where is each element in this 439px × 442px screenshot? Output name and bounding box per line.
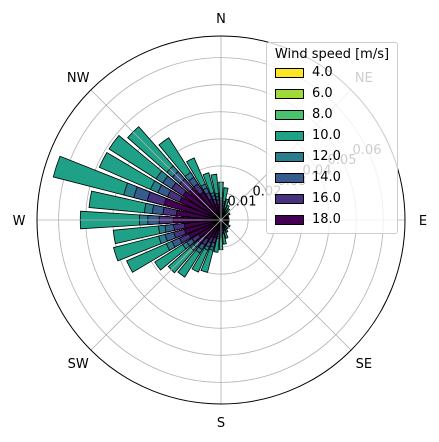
direction-label-W: W	[13, 214, 26, 229]
legend-swatch	[275, 67, 304, 78]
legend-item: 14.0	[267, 167, 397, 188]
wind-bar-306	[108, 134, 222, 221]
wind-bar-216	[177, 219, 222, 278]
legend-item: 16.0	[267, 188, 397, 209]
legend-label: 16.0	[312, 191, 341, 206]
legend-label: 14.0	[312, 170, 341, 185]
wind-bar-333-segment-4	[208, 198, 222, 221]
wind-bar-243-segment-4	[188, 219, 222, 239]
spoke-SE	[220, 219, 352, 351]
wind-bar-333	[186, 157, 222, 221]
direction-label-SE: SE	[356, 357, 372, 372]
wind-bar-342-segment-4	[214, 203, 222, 221]
wind-bar-324	[158, 137, 222, 221]
legend-swatch	[275, 214, 304, 225]
wind-bar-288	[52, 155, 222, 221]
wind-bars	[52, 126, 231, 278]
spoke-NW	[90, 89, 222, 221]
wind-bar-243	[126, 219, 222, 273]
wind-bar-279-segment-4	[175, 209, 222, 221]
wind-bar-279	[88, 190, 222, 221]
wind-bar-297	[98, 151, 222, 221]
wind-bar-252-segment-4	[183, 219, 222, 235]
wind-bar-297-segment-4	[179, 196, 222, 221]
legend-item: 12.0	[267, 146, 397, 167]
wind-bar-171	[220, 219, 227, 245]
legend-label: 12.0	[312, 149, 341, 164]
wind-bar-342	[202, 172, 222, 221]
legend-label: 18.0	[312, 212, 341, 227]
wind-bar-306-segment-4	[182, 190, 222, 221]
wind-bar-234	[154, 219, 222, 271]
radial-tick-label-0: 0.01	[228, 195, 257, 210]
wind-bar-234-segment-4	[197, 219, 222, 238]
legend-swatch	[275, 88, 304, 99]
legend-label: 6.0	[312, 86, 333, 101]
legend-label: 10.0	[312, 128, 341, 143]
wind-bar-261-segment-4	[183, 219, 222, 229]
wind-bar-261	[112, 219, 222, 245]
legend-swatch	[275, 151, 304, 162]
legend-items: 4.0 6.0 8.0 10.0 12.0 14.0 16.0 18.0	[267, 62, 397, 230]
legend-label: 8.0	[312, 107, 333, 122]
spoke-SW	[90, 219, 222, 351]
wind-bar-216-segment-4	[205, 219, 222, 240]
wind-bar-207	[191, 219, 222, 273]
direction-label-S: S	[217, 416, 225, 431]
legend-swatch	[275, 109, 304, 120]
wind-bar-252	[113, 219, 222, 262]
wind-bar-351-segment-4	[217, 203, 222, 221]
legend-swatch	[275, 172, 304, 183]
wind-bar-351	[210, 173, 222, 221]
legend-swatch	[275, 130, 304, 141]
legend-swatch	[275, 193, 304, 204]
legend-item: 6.0	[267, 83, 397, 104]
polar-frame	[36, 35, 406, 405]
direction-label-NW: NW	[67, 71, 90, 86]
wind-bar-324-segment-4	[199, 191, 222, 221]
legend-label: 4.0	[312, 65, 333, 80]
direction-label-SW: SW	[68, 357, 89, 372]
legend-title: Wind speed [m/s]	[274, 47, 390, 62]
legend-item: 18.0	[267, 209, 397, 230]
wind-bar-288-segment-4	[163, 197, 222, 221]
direction-label-E: E	[419, 214, 427, 229]
legend-item: 10.0	[267, 125, 397, 146]
legend-item: 4.0	[267, 62, 397, 83]
legend: Wind speed [m/s] 4.0 6.0 8.0 10.0 12.0 14.0 16…	[266, 42, 398, 234]
direction-label-N: N	[216, 12, 226, 27]
legend-item: 8.0	[267, 104, 397, 125]
